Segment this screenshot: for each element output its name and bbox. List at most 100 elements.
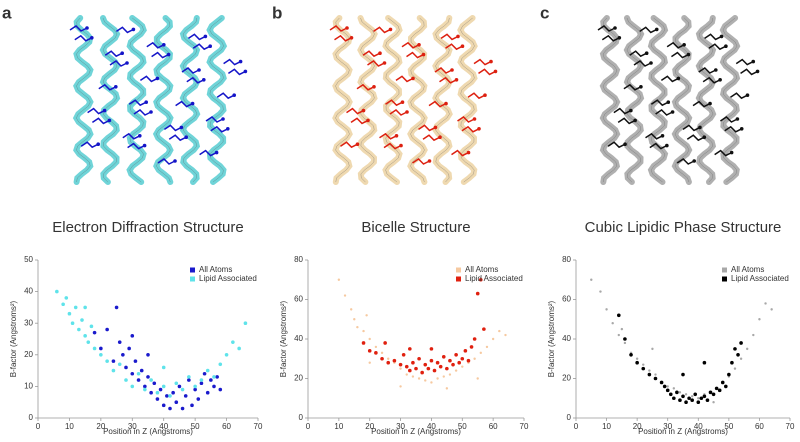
data-point [448,373,452,376]
data-point [770,308,773,311]
helix [332,15,353,185]
data-point [92,346,97,351]
atom [660,134,665,138]
side-chain [329,25,348,32]
atom [633,118,637,123]
atom [179,125,184,130]
atom [708,101,712,106]
atom [405,110,409,114]
data-point [429,347,434,351]
atom [221,117,225,121]
data-point [417,356,421,361]
data-point [479,277,483,282]
atom [682,43,686,47]
atom [197,68,201,72]
data-point [353,318,356,321]
data-point [124,378,128,382]
data-point [399,367,402,370]
atom [372,85,376,89]
helix-edge [335,17,350,183]
atom [349,36,354,40]
data-point [647,372,652,377]
data-point [165,394,169,398]
side-chain [74,34,93,42]
data-point [152,381,157,386]
atom [493,69,498,74]
x-tick-label: 70 [786,422,795,431]
chart-title: Bicelle Structure [361,219,470,236]
data-point [362,329,365,333]
data-point [130,371,135,376]
side-chain [686,134,705,142]
data-point [368,337,371,341]
atom [226,127,230,131]
side-chain [434,67,453,74]
data-point [469,345,474,349]
data-point [420,370,424,375]
atom [421,52,426,57]
legend-swatch [190,267,195,273]
data-point [620,327,624,331]
data-point [130,384,135,389]
atom [483,93,487,97]
x-tick-label: 0 [306,422,311,431]
y-tick-label: 60 [562,295,571,304]
data-point [174,400,179,405]
data-point [350,308,353,311]
data-point [168,406,172,411]
side-chain [401,41,420,49]
legend-label: Lipid Associated [731,274,789,283]
atom [411,76,415,81]
side-chain [168,134,187,142]
atom [739,127,744,131]
data-point [617,313,621,318]
data-point [712,401,715,404]
helix-edge [722,17,738,183]
side-chain [613,107,632,115]
data-point [183,394,188,398]
helix-edge [698,17,714,183]
data-point [445,387,449,390]
atom [399,143,403,148]
side-chain [362,50,381,58]
helix-edge [410,17,425,183]
atom [724,44,728,48]
y-tick-label: 20 [294,374,303,383]
side-chain [127,142,145,150]
data-point [149,390,153,395]
side-chain [80,141,99,149]
data-point [143,387,147,392]
data-point [73,305,78,310]
atom [649,61,653,65]
x-tick-label: 0 [36,422,41,431]
data-point [55,289,59,294]
side-chain [181,67,200,74]
helix [599,15,621,185]
data-point [136,378,141,382]
data-point [672,387,676,390]
helix [671,15,693,185]
atom [361,108,366,113]
legend-swatch [190,276,195,282]
data-point [155,390,160,395]
protein-structure [597,15,760,185]
data-point [482,327,486,331]
data-point [161,384,166,389]
data-point [83,305,87,310]
x-tick-label: 50 [458,422,467,431]
data-point [498,329,501,333]
atom [378,51,382,55]
x-tick-label: 40 [159,422,168,431]
y-tick-label: 50 [24,255,33,264]
x-tick-label: 50 [191,422,200,431]
panel-label: c [540,3,549,22]
side-chain [395,75,414,83]
atom [698,125,702,130]
side-chain [719,116,738,123]
data-point [448,358,452,363]
atom [617,36,622,40]
atom [155,76,160,81]
helix-edge [360,17,375,183]
side-chain [649,142,668,150]
helix-edge [674,17,690,183]
